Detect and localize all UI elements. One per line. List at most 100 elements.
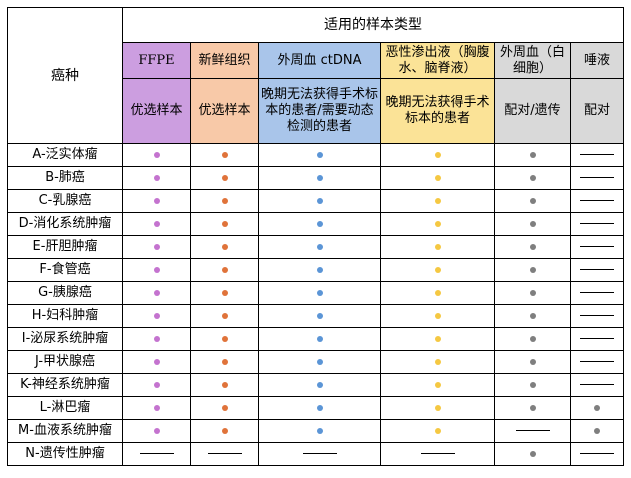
cell-blood	[258, 235, 381, 259]
applicable-dot-icon	[221, 427, 228, 434]
applicable-dot-icon	[221, 174, 228, 181]
not-applicable-dash	[580, 177, 614, 178]
not-applicable-dash	[580, 154, 614, 155]
cell-fluid	[380, 235, 495, 259]
sample-type-white: 外周血（白细胞）	[494, 42, 571, 79]
applicable-dot-icon	[153, 427, 160, 434]
cell-fluid	[380, 350, 495, 374]
not-applicable-dash	[420, 453, 455, 454]
cell-blood	[258, 258, 381, 282]
applicable-dot-icon	[221, 381, 228, 388]
not-applicable-dash	[580, 453, 614, 454]
cell-white	[494, 166, 571, 190]
applicable-dot-icon	[153, 312, 160, 319]
cancer-type-label: M-血液系统肿瘤	[7, 419, 123, 443]
cell-blood	[258, 419, 381, 443]
applicable-dot-icon	[316, 312, 323, 319]
table-row: L-淋巴瘤	[7, 396, 624, 420]
cancer-type-label: H-妇科肿瘤	[7, 304, 123, 328]
not-applicable-dash	[580, 338, 614, 339]
applicable-dot-icon	[221, 197, 228, 204]
applicable-dot-icon	[594, 404, 600, 411]
cell-saliva	[570, 235, 624, 259]
applicable-dot-icon	[434, 174, 441, 181]
cell-fresh	[190, 212, 259, 236]
cell-white	[494, 350, 571, 374]
applicable-dot-icon	[316, 151, 323, 158]
applicable-dot-icon	[153, 358, 160, 365]
applicable-dot-icon	[316, 358, 323, 365]
table-row: K-神经系统肿瘤	[7, 373, 624, 397]
sample-desc-saliva: 配对	[570, 78, 624, 144]
cell-fluid	[380, 258, 495, 282]
sample-desc-fluid: 晚期无法获得手术标本的患者	[380, 78, 495, 144]
cell-saliva	[570, 373, 624, 397]
applicable-dot-icon	[153, 404, 160, 411]
not-applicable-dash	[580, 384, 614, 385]
cell-fresh	[190, 166, 259, 190]
not-applicable-dash	[515, 430, 550, 431]
cell-ffpe	[122, 396, 191, 420]
applicable-dot-icon	[221, 266, 228, 273]
applicable-dot-icon	[153, 266, 160, 273]
applicable-dot-icon	[434, 312, 441, 319]
cancer-type-label: E-肝胆肿瘤	[7, 235, 123, 259]
applicable-dot-icon	[221, 358, 228, 365]
cell-fresh	[190, 281, 259, 305]
cancer-type-header: 癌种	[7, 7, 123, 144]
table-row: N-遗传性肿瘤	[7, 442, 624, 466]
cell-fresh	[190, 189, 259, 213]
applicable-dot-icon	[153, 243, 160, 250]
applicable-dot-icon	[434, 381, 441, 388]
applicable-dot-icon	[434, 289, 441, 296]
cell-fresh	[190, 350, 259, 374]
cancer-type-label: B-肺癌	[7, 166, 123, 190]
cell-blood	[258, 442, 381, 466]
cancer-type-label: L-淋巴瘤	[7, 396, 123, 420]
not-applicable-dash	[580, 223, 614, 224]
cell-fresh	[190, 396, 259, 420]
cell-fluid	[380, 304, 495, 328]
applicable-dot-icon	[434, 266, 441, 273]
applicable-dot-icon	[316, 404, 323, 411]
sample-type-table: 癌种 适用的样本类型 FFPE 新鲜组织 外周血 ctDNA 恶性渗出液（胸腹水、脑脊…	[7, 7, 624, 466]
applicable-dot-icon	[153, 335, 160, 342]
applicable-dot-icon	[434, 243, 441, 250]
cell-ffpe	[122, 143, 191, 167]
table-row: M-血液系统肿瘤	[7, 419, 624, 443]
cell-blood	[258, 396, 381, 420]
cell-fresh	[190, 258, 259, 282]
applicable-dot-icon	[529, 381, 536, 388]
cell-fluid	[380, 212, 495, 236]
applicable-dot-icon	[316, 220, 323, 227]
applicable-dot-icon	[316, 427, 323, 434]
not-applicable-dash	[580, 246, 614, 247]
not-applicable-dash	[580, 315, 614, 316]
cell-blood	[258, 143, 381, 167]
cell-white	[494, 442, 571, 466]
applicable-dot-icon	[529, 151, 536, 158]
applicable-dot-icon	[434, 151, 441, 158]
sample-desc-row: 优选样本 优选样本 晚期无法获得手术标本的患者/需要动态检测的患者 晚期无法获得手术标…	[8, 78, 624, 144]
applicable-dot-icon	[434, 404, 441, 411]
cancer-type-label: D-消化系统肿瘤	[7, 212, 123, 236]
table-row: H-妇科肿瘤	[7, 304, 624, 328]
applicable-dot-icon	[529, 174, 536, 181]
cancer-type-label: J-甲状腺癌	[7, 350, 123, 374]
applicable-dot-icon	[529, 197, 536, 204]
cell-white	[494, 327, 571, 351]
cell-ffpe	[122, 189, 191, 213]
table-row: I-泌尿系统肿瘤	[7, 327, 624, 351]
cell-fresh	[190, 304, 259, 328]
cancer-type-label: C-乳腺癌	[7, 189, 123, 213]
applicable-dot-icon	[316, 335, 323, 342]
cell-blood	[258, 350, 381, 374]
cell-fresh	[190, 327, 259, 351]
cell-fluid	[380, 166, 495, 190]
applicable-dot-icon	[529, 312, 536, 319]
cell-fluid	[380, 419, 495, 443]
applicable-dot-icon	[221, 335, 228, 342]
cell-blood	[258, 281, 381, 305]
cell-fresh	[190, 373, 259, 397]
cell-fresh	[190, 419, 259, 443]
